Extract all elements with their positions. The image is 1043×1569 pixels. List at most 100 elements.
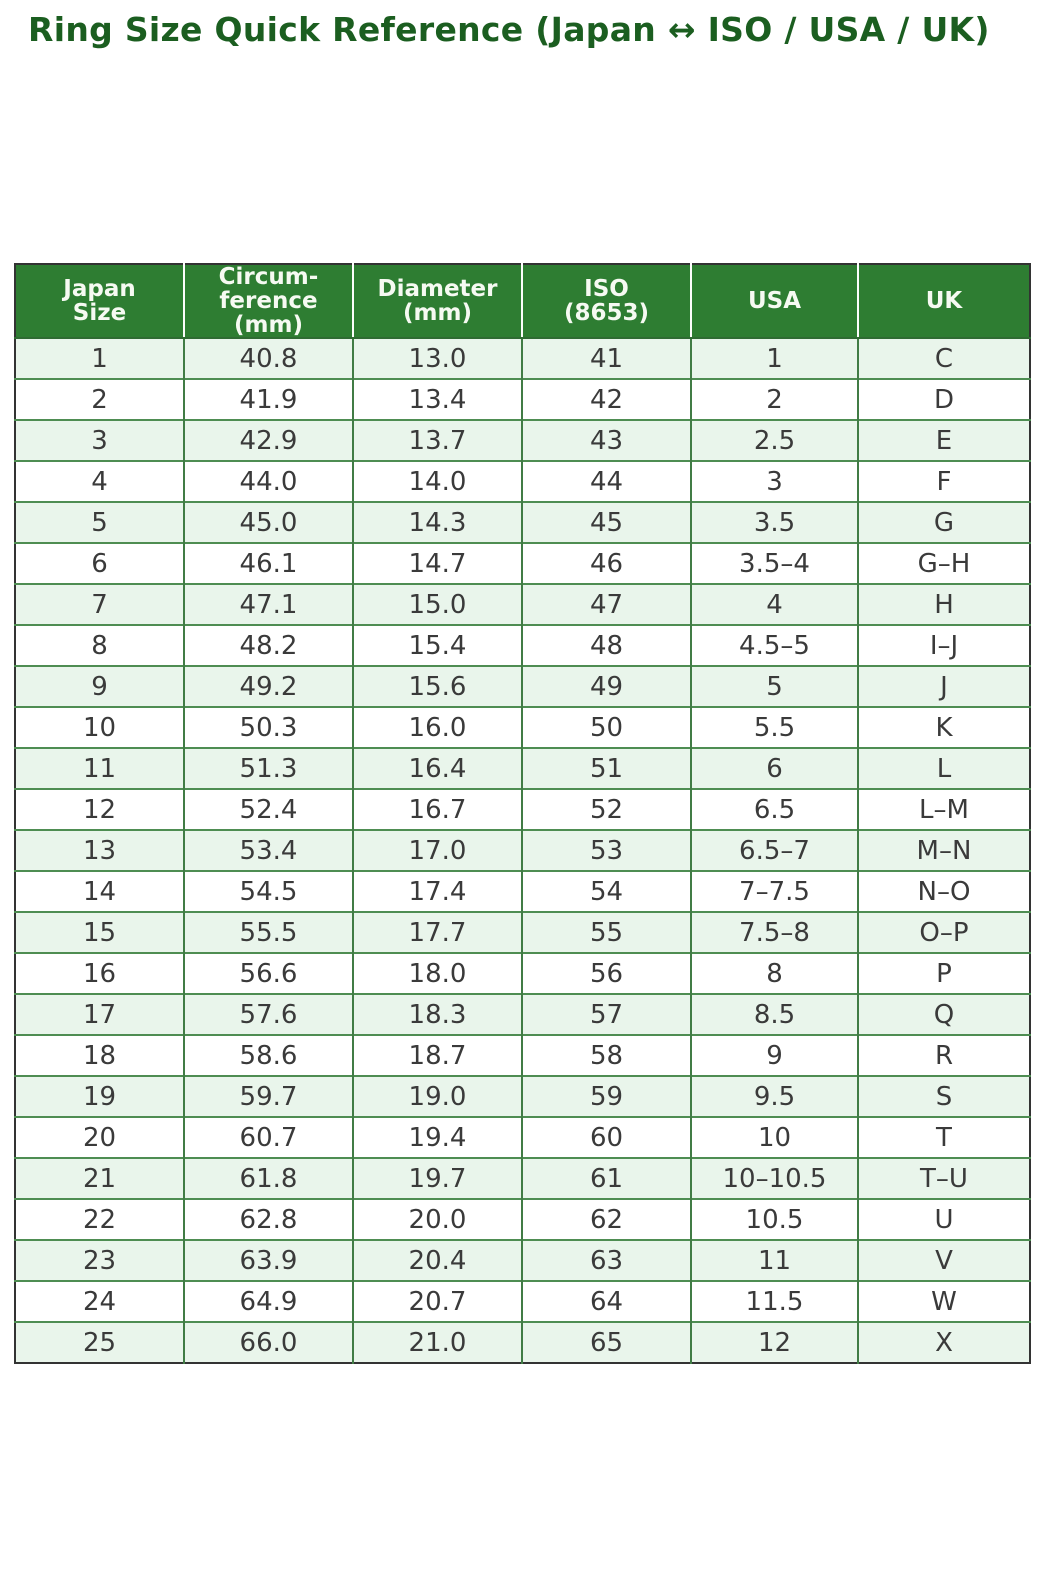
table-cell-japan-size: 2	[15, 378, 184, 421]
table-row: 3 42.9 13.7 43 2.5 E	[15, 419, 1030, 462]
table-row: 11 51.3 16.4 51 6 L	[15, 747, 1030, 790]
table-cell-uk: L	[857, 747, 1030, 790]
table-cell-usa: 11	[690, 1239, 858, 1282]
table-cell-japan-size: 19	[15, 1075, 184, 1118]
table-cell-usa: 4.5–5	[690, 624, 858, 667]
table-cell-usa: 4	[690, 583, 858, 626]
table-cell-circum-ference-mm: 57.6	[183, 993, 353, 1036]
table-cell-uk: C	[857, 337, 1030, 380]
table-cell-diameter-mm: 14.7	[352, 542, 522, 585]
table-cell-usa: 6	[690, 747, 858, 790]
table-cell-iso-8653: 55	[521, 911, 691, 954]
table-cell-japan-size: 11	[15, 747, 184, 790]
table-cell-iso-8653: 47	[521, 583, 691, 626]
table-cell-iso-8653: 42	[521, 378, 691, 421]
page-title: Ring Size Quick Reference (Japan ↔ ISO /…	[28, 10, 990, 49]
table-cell-uk: U	[857, 1198, 1030, 1241]
table-cell-circum-ference-mm: 59.7	[183, 1075, 353, 1118]
table-cell-usa: 5.5	[690, 706, 858, 749]
table-cell-circum-ference-mm: 42.9	[183, 419, 353, 462]
table-cell-japan-size: 20	[15, 1116, 184, 1159]
table-cell-uk: G–H	[857, 542, 1030, 585]
table-cell-iso-8653: 53	[521, 829, 691, 872]
table-row: 8 48.2 15.4 48 4.5–5 I–J	[15, 624, 1030, 667]
table-cell-iso-8653: 62	[521, 1198, 691, 1241]
table-cell-iso-8653: 61	[521, 1157, 691, 1200]
table-cell-diameter-mm: 15.4	[352, 624, 522, 667]
table-cell-uk: M–N	[857, 829, 1030, 872]
table-cell-usa: 12	[690, 1321, 858, 1364]
table-cell-usa: 7–7.5	[690, 870, 858, 913]
table-row: 4 44.0 14.0 44 3 F	[15, 460, 1030, 503]
table-row: 19 59.7 19.0 59 9.5 S	[15, 1075, 1030, 1118]
table-cell-diameter-mm: 17.4	[352, 870, 522, 913]
table-cell-diameter-mm: 15.6	[352, 665, 522, 708]
table-cell-usa: 9.5	[690, 1075, 858, 1118]
table-cell-diameter-mm: 18.3	[352, 993, 522, 1036]
table-row: 25 66.0 21.0 65 12 X	[15, 1321, 1030, 1364]
table-cell-iso-8653: 58	[521, 1034, 691, 1077]
column-header-diameter-mm: Diameter (mm)	[352, 264, 522, 340]
table-cell-circum-ference-mm: 46.1	[183, 542, 353, 585]
table-cell-iso-8653: 49	[521, 665, 691, 708]
table-cell-circum-ference-mm: 63.9	[183, 1239, 353, 1282]
table-cell-circum-ference-mm: 60.7	[183, 1116, 353, 1159]
table-cell-japan-size: 23	[15, 1239, 184, 1282]
table-cell-circum-ference-mm: 47.1	[183, 583, 353, 626]
table-cell-usa: 10	[690, 1116, 858, 1159]
table-cell-iso-8653: 57	[521, 993, 691, 1036]
table-cell-circum-ference-mm: 49.2	[183, 665, 353, 708]
table-cell-uk: K	[857, 706, 1030, 749]
table-cell-diameter-mm: 16.7	[352, 788, 522, 831]
table-cell-diameter-mm: 19.4	[352, 1116, 522, 1159]
table-cell-japan-size: 24	[15, 1280, 184, 1323]
table-cell-japan-size: 4	[15, 460, 184, 503]
table-cell-diameter-mm: 17.7	[352, 911, 522, 954]
table-cell-circum-ference-mm: 58.6	[183, 1034, 353, 1077]
table-cell-usa: 6.5–7	[690, 829, 858, 872]
table-cell-iso-8653: 46	[521, 542, 691, 585]
table-cell-iso-8653: 59	[521, 1075, 691, 1118]
table-row: 9 49.2 15.6 49 5 J	[15, 665, 1030, 708]
table-cell-circum-ference-mm: 41.9	[183, 378, 353, 421]
table-cell-circum-ference-mm: 45.0	[183, 501, 353, 544]
table-cell-circum-ference-mm: 50.3	[183, 706, 353, 749]
table-cell-uk: T–U	[857, 1157, 1030, 1200]
table-row: 22 62.8 20.0 62 10.5 U	[15, 1198, 1030, 1241]
table-cell-diameter-mm: 20.7	[352, 1280, 522, 1323]
table-cell-usa: 2	[690, 378, 858, 421]
table-row: 2 41.9 13.4 42 2 D	[15, 378, 1030, 421]
table-cell-diameter-mm: 14.3	[352, 501, 522, 544]
column-header-circum-ference-mm: Circum- ference (mm)	[183, 264, 353, 340]
table-cell-usa: 7.5–8	[690, 911, 858, 954]
table-cell-iso-8653: 41	[521, 337, 691, 380]
table-cell-iso-8653: 45	[521, 501, 691, 544]
table-cell-usa: 3.5–4	[690, 542, 858, 585]
table-cell-diameter-mm: 19.0	[352, 1075, 522, 1118]
table-cell-uk: W	[857, 1280, 1030, 1323]
table-cell-usa: 9	[690, 1034, 858, 1077]
table-cell-uk: I–J	[857, 624, 1030, 667]
table-row: 23 63.9 20.4 63 11 V	[15, 1239, 1030, 1282]
table-cell-uk: P	[857, 952, 1030, 995]
table-row: 1 40.8 13.0 41 1 C	[15, 337, 1030, 380]
table-row: 6 46.1 14.7 46 3.5–4 G–H	[15, 542, 1030, 585]
table-cell-japan-size: 10	[15, 706, 184, 749]
table-cell-iso-8653: 43	[521, 419, 691, 462]
table-cell-uk: L–M	[857, 788, 1030, 831]
table-row: 20 60.7 19.4 60 10 T	[15, 1116, 1030, 1159]
table-cell-japan-size: 14	[15, 870, 184, 913]
table-cell-japan-size: 16	[15, 952, 184, 995]
table-row: 10 50.3 16.0 50 5.5 K	[15, 706, 1030, 749]
table-row: 21 61.8 19.7 61 10–10.5 T–U	[15, 1157, 1030, 1200]
table-cell-diameter-mm: 13.7	[352, 419, 522, 462]
table-cell-iso-8653: 51	[521, 747, 691, 790]
table-cell-circum-ference-mm: 54.5	[183, 870, 353, 913]
table-cell-circum-ference-mm: 64.9	[183, 1280, 353, 1323]
table-cell-usa: 10–10.5	[690, 1157, 858, 1200]
column-header-uk: UK	[857, 264, 1030, 340]
table-cell-circum-ference-mm: 56.6	[183, 952, 353, 995]
table-cell-iso-8653: 48	[521, 624, 691, 667]
table-cell-japan-size: 7	[15, 583, 184, 626]
